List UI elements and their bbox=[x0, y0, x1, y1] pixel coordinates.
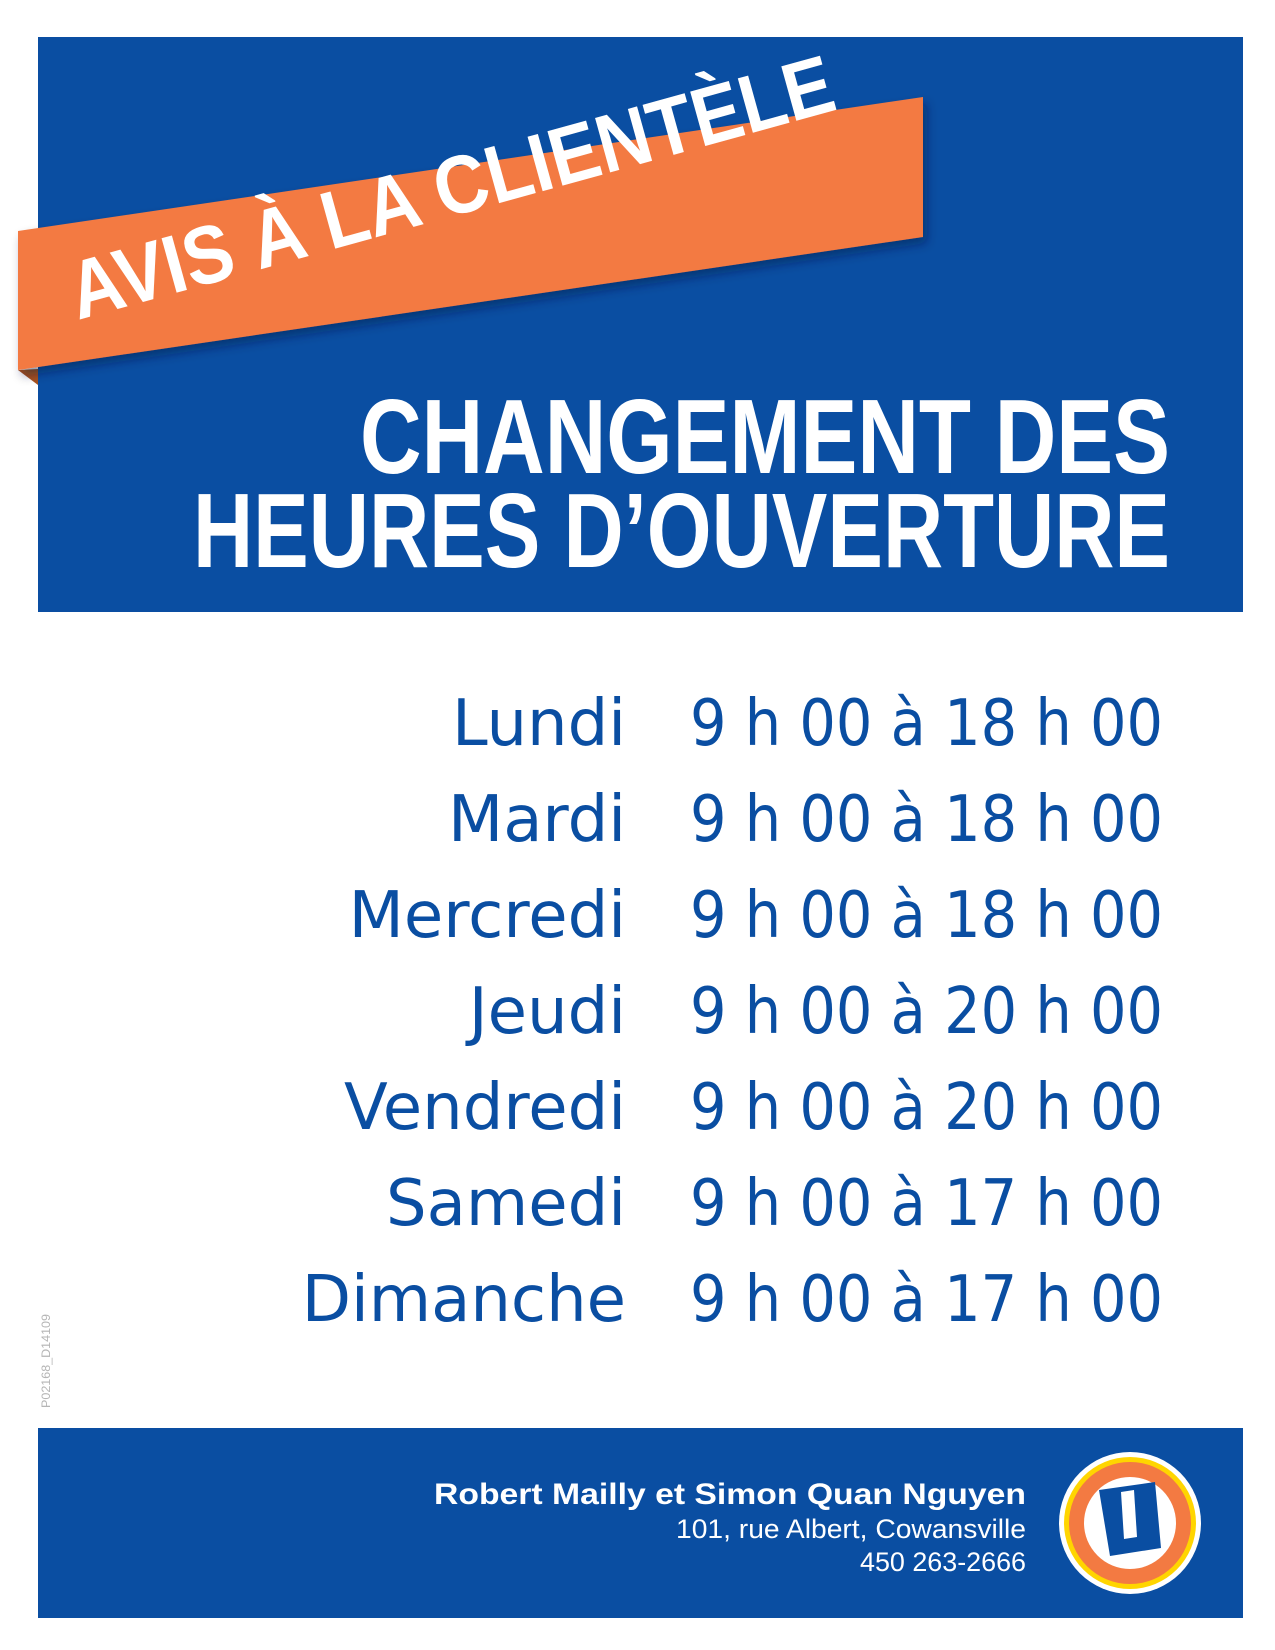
schedule-day: Samedi bbox=[386, 1167, 626, 1241]
schedule-row: Dimanche 9 h 00 à 17 h 00 bbox=[302, 1263, 1163, 1337]
schedule-row: Samedi 9 h 00 à 17 h 00 bbox=[386, 1167, 1163, 1241]
logo-letter: U bbox=[0, 0, 1, 1]
schedule-row: Mercredi 9 h 00 à 18 h 00 bbox=[349, 879, 1163, 953]
schedule-day: Mardi bbox=[448, 783, 626, 857]
schedule-hours: 9 h 00 à 20 h 00 bbox=[690, 975, 1163, 1049]
schedule-hours: 9 h 00 à 17 h 00 bbox=[690, 1263, 1163, 1337]
banner-fold bbox=[18, 369, 38, 385]
schedule-hours: 9 h 00 à 18 h 00 bbox=[690, 687, 1163, 761]
schedule-hours: 9 h 00 à 18 h 00 bbox=[690, 879, 1163, 953]
schedule-hours: 9 h 00 à 18 h 00 bbox=[690, 783, 1163, 857]
schedule-day: Dimanche bbox=[302, 1263, 626, 1337]
schedule-row: Mardi 9 h 00 à 18 h 00 bbox=[448, 783, 1163, 857]
title-line-1: CHANGEMENT DES bbox=[360, 378, 1170, 496]
banner-ribbon bbox=[18, 97, 923, 370]
footer-panel bbox=[38, 1428, 1243, 1618]
uniprix-logo: U bbox=[0, 0, 1201, 1594]
store-address: 101, rue Albert, Cowansville bbox=[676, 1514, 1026, 1544]
schedule-hours: 9 h 00 à 17 h 00 bbox=[690, 1167, 1163, 1241]
schedule-row: Jeudi 9 h 00 à 20 h 00 bbox=[465, 975, 1163, 1049]
schedule-hours: 9 h 00 à 20 h 00 bbox=[690, 1071, 1163, 1145]
schedule-row: Lundi 9 h 00 à 18 h 00 bbox=[452, 687, 1163, 761]
title-line-2: HEURES D’OUVERTURE bbox=[193, 472, 1170, 590]
schedule-row: Vendredi 9 h 00 à 20 h 00 bbox=[344, 1071, 1163, 1145]
store-phone: 450 263-2666 bbox=[860, 1547, 1026, 1577]
schedule-day: Lundi bbox=[452, 687, 626, 761]
schedule-list: Lundi 9 h 00 à 18 h 00 Mardi 9 h 00 à 18 h … bbox=[302, 687, 1163, 1337]
schedule-day: Jeudi bbox=[465, 975, 626, 1049]
schedule-day: Vendredi bbox=[344, 1071, 626, 1145]
schedule-day: Mercredi bbox=[349, 879, 626, 953]
owners-name: Robert Mailly et Simon Quan Nguyen bbox=[434, 1478, 1026, 1511]
reference-code: P02168_D14109 bbox=[39, 1314, 53, 1408]
